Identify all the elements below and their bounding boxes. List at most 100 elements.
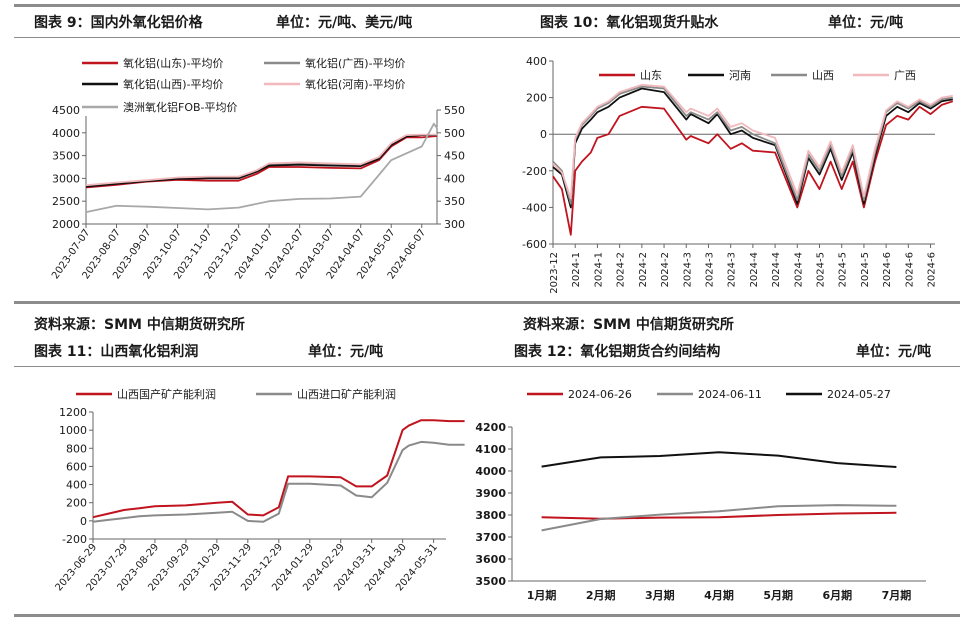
panel4-title: 图表 12：氧化铝期货合约间结构 xyxy=(514,344,721,360)
y-tick-label: 0 xyxy=(80,515,87,528)
legend-label-2: 氧化铝(山西)-平均价 xyxy=(123,77,224,91)
x-tick-label: 2024-6 xyxy=(882,252,893,287)
y-tick-label: 4100 xyxy=(475,443,506,456)
panel1-title: 图表 9：国内外氧化铝价格 xyxy=(34,15,203,31)
y2-tick-label: 450 xyxy=(444,150,465,163)
series-line-4 xyxy=(85,122,438,213)
series-line-0 xyxy=(552,100,954,236)
series-line-2 xyxy=(85,134,437,188)
chart-domestic-foreign-alumina-price: 2000 2500 3000 3500 4000 4500 300 350 400 450 500 5… xyxy=(50,56,465,281)
y-tick-label: 3700 xyxy=(475,531,506,544)
y-tick-label: 4000 xyxy=(475,465,506,478)
x-tick-label: 2024-4 xyxy=(771,252,782,287)
legend-label-0: 山西国产矿产能利润 xyxy=(117,387,216,401)
y-tick-label: 4000 xyxy=(52,127,80,140)
y-tick-label: -400 xyxy=(522,201,547,214)
y-tick-label: 800 xyxy=(66,442,87,455)
legend-label-1: 河南 xyxy=(729,69,751,82)
series-line-0 xyxy=(92,419,465,519)
x-tick-label: 2024-2 xyxy=(638,252,649,287)
x-tick-label: 2024-5 xyxy=(860,252,871,287)
series-line-2 xyxy=(541,451,897,468)
y-tick-label: 200 xyxy=(66,497,87,510)
panel2-unit: 单位：元/吨 xyxy=(828,15,904,31)
x-tick-label: 2024-1 xyxy=(593,252,604,287)
legend-label-3: 氧化铝(河南)-平均价 xyxy=(305,77,406,91)
x-tick-label: 2024-6 xyxy=(904,252,915,287)
series-line-1 xyxy=(552,87,953,209)
series-line-3 xyxy=(552,83,953,200)
legend-label-1: 2024-06-11 xyxy=(698,388,762,401)
header-rule xyxy=(14,37,960,38)
series-line-1 xyxy=(85,134,437,188)
top-rule xyxy=(14,4,960,7)
x-tick-label: 2024-4 xyxy=(749,252,760,287)
y-tick-label: 1000 xyxy=(59,424,87,437)
x-tick-label: 2024-5 xyxy=(816,252,827,287)
y2-tick-label: 400 xyxy=(444,172,465,185)
chart-shanxi-alumina-profit: -2000200400600800100012002023-06-292023-… xyxy=(54,387,465,593)
x-tick-label: 7月期 xyxy=(882,588,912,602)
legend-label-2: 山西 xyxy=(812,69,834,82)
y-tick-label: 400 xyxy=(66,479,87,492)
y-tick-label: -200 xyxy=(522,165,547,178)
y-tick-label: -200 xyxy=(62,533,87,546)
header2-rule xyxy=(14,366,960,367)
legend-label-0: 氧化铝(山东)-平均价 xyxy=(123,56,224,70)
bottom-rule xyxy=(14,614,960,617)
y-tick-label: 4500 xyxy=(52,104,80,117)
y-tick-label: 2000 xyxy=(52,218,80,231)
y-tick-label: -600 xyxy=(522,238,547,251)
y2-tick-label: 300 xyxy=(444,218,465,231)
legend-label-3: 广西 xyxy=(894,69,916,82)
y2-tick-label: 550 xyxy=(444,104,465,117)
legend-label-0: 山东 xyxy=(640,69,662,82)
x-tick-label: 2024-4 xyxy=(793,252,804,287)
panel1-unit: 单位：元/吨、美元/吨 xyxy=(276,15,413,31)
x-tick-label: 2024-3 xyxy=(682,252,693,287)
y-tick-label: 3600 xyxy=(475,553,506,566)
x-tick-label: 2024-1 xyxy=(571,252,582,287)
series-line-1 xyxy=(92,440,465,523)
x-tick-label: 6月期 xyxy=(822,588,852,602)
series-line-3 xyxy=(85,133,437,187)
y-tick-label: 3800 xyxy=(475,509,506,522)
x-tick-label: 2024-5 xyxy=(838,252,849,287)
y-tick-label: 1200 xyxy=(59,406,87,419)
y-tick-label: 0 xyxy=(540,128,547,141)
y-tick-label: 400 xyxy=(526,55,547,68)
chart-alumina-spot-basis: -600 -400 -200 0 200 400 2023-12 2024-1 2024-1 20… xyxy=(522,55,954,294)
chart-alumina-futures-structure: 3500 3600 3700 3800 3900 4000 4100 4200 1月期 2月期 3月… xyxy=(475,388,926,602)
panel2-title: 图表 10：氧化铝现货升贴水 xyxy=(540,15,719,31)
x-tick-label: 2024-3 xyxy=(704,252,715,287)
x-tick-label: 2024-2 xyxy=(616,252,627,287)
y-tick-label: 200 xyxy=(526,92,547,105)
panel3-unit: 单位：元/吨 xyxy=(308,344,384,360)
panel3-title: 图表 11：山西氧化铝利润 xyxy=(34,344,199,360)
source-left: 资料来源：SMM 中信期货研究所 xyxy=(34,317,245,333)
x-tick-label: 2024-3 xyxy=(727,252,738,287)
x-tick-label: 2023-12 xyxy=(549,252,560,294)
x-tick-label: 5月期 xyxy=(763,588,793,602)
y2-tick-label: 500 xyxy=(444,127,465,140)
x-tick-label: 2月期 xyxy=(586,588,616,602)
x-tick-label: 2024-2 xyxy=(660,252,671,287)
y-tick-label: 600 xyxy=(66,460,87,473)
y-tick-label: 4200 xyxy=(475,421,506,434)
series-line-0 xyxy=(85,135,438,189)
legend-label-1: 山西进口矿产能利润 xyxy=(297,387,396,401)
legend-label-2: 2024-05-27 xyxy=(827,388,891,401)
series-line-0 xyxy=(541,511,897,520)
legend-backing xyxy=(80,98,262,116)
panel4-unit: 单位：元/吨 xyxy=(856,344,932,360)
y-tick-label: 3500 xyxy=(475,575,506,588)
y-tick-label: 3500 xyxy=(52,150,80,163)
middle-rule xyxy=(14,301,960,304)
x-tick-label: 1月期 xyxy=(527,588,557,602)
x-tick-label: 4月期 xyxy=(704,588,734,602)
legend-label-4: 澳洲氧化铝FOB-平均价 xyxy=(123,100,238,114)
y-tick-label: 3900 xyxy=(475,487,506,500)
x-tick-label: 3月期 xyxy=(645,588,675,602)
y-tick-label: 2500 xyxy=(52,195,80,208)
series-line-2 xyxy=(552,85,953,205)
